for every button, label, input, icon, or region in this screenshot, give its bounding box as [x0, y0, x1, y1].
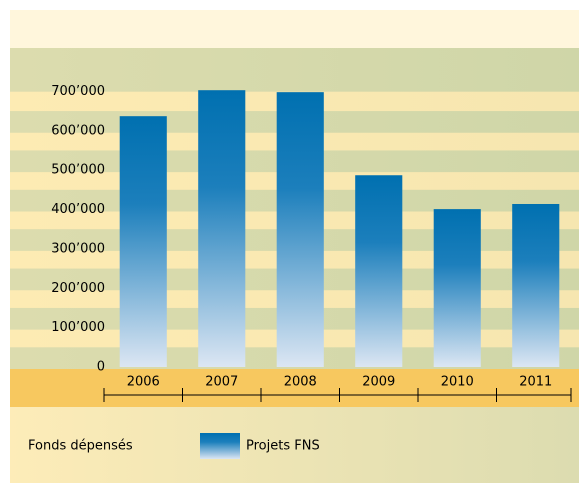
x-tick-label: 2008 — [284, 375, 317, 390]
bar — [512, 203, 560, 367]
legend-label: Projets FNS — [246, 439, 320, 454]
legend-swatch — [200, 433, 240, 459]
bar — [119, 116, 167, 368]
x-tick-label: 2011 — [519, 375, 552, 390]
y-tick-label: 300’000 — [51, 241, 105, 256]
header-band — [10, 10, 579, 48]
y-tick-label: 400’000 — [51, 202, 105, 217]
bar — [355, 175, 403, 367]
bar — [433, 209, 481, 367]
y-tick-label: 600’000 — [51, 123, 105, 138]
axis-band — [10, 369, 579, 407]
x-tick-label: 2007 — [205, 375, 238, 390]
y-tick-label: 0 — [97, 360, 105, 375]
y-tick-label: 500’000 — [51, 163, 105, 178]
bar — [276, 92, 324, 367]
y-axis-label: Fonds dépensés — [28, 439, 133, 454]
x-tick-label: 2006 — [127, 375, 160, 390]
stripe — [10, 48, 579, 92]
bar — [198, 90, 246, 367]
x-tick-label: 2010 — [441, 375, 474, 390]
x-tick-label: 2009 — [362, 375, 395, 390]
y-tick-label: 700’000 — [51, 84, 105, 99]
y-tick-label: 200’000 — [51, 281, 105, 296]
y-tick-label: 100’000 — [51, 320, 105, 335]
legend-band — [10, 407, 579, 483]
